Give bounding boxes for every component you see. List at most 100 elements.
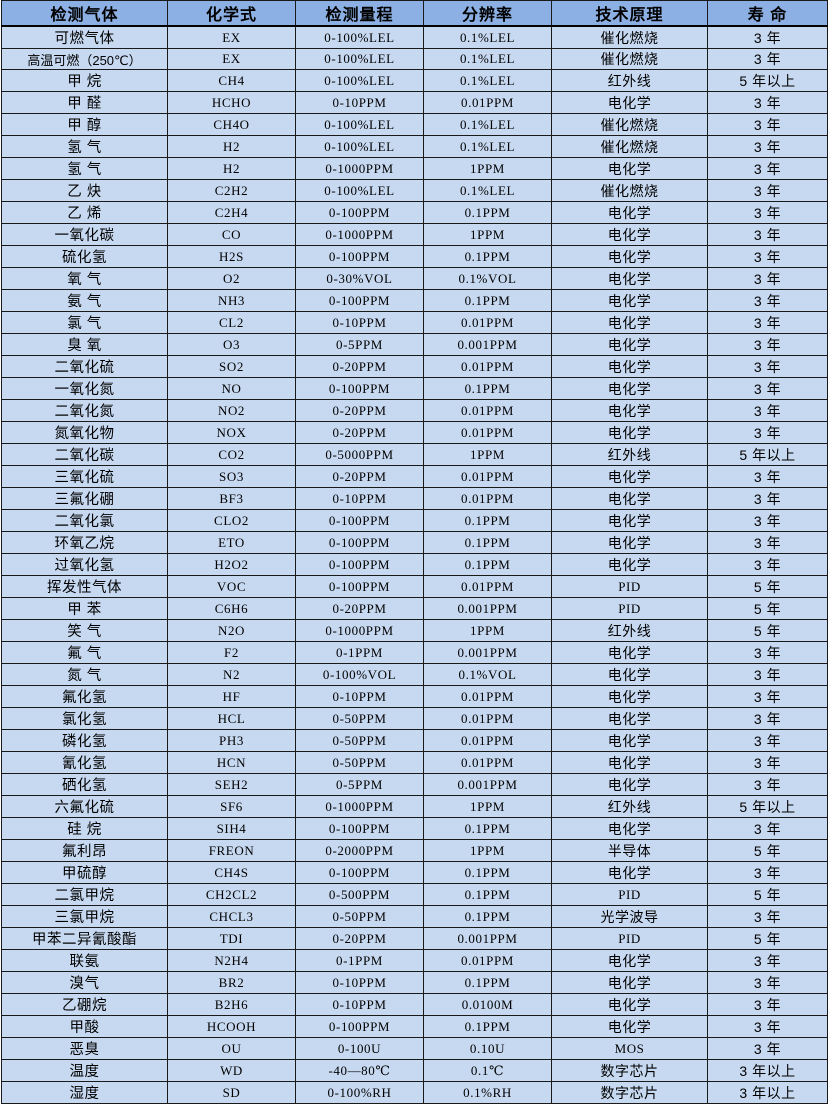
cell-gas: 二氧化碳 [1, 443, 168, 466]
cell-gas: 硒化氢 [1, 773, 168, 796]
cell-resolution: 0.1PPM [423, 531, 552, 554]
cell-life: 3 年 [707, 201, 828, 224]
cell-life: 3 年以上 [707, 1081, 828, 1104]
table-row: 可燃气体 EX 0-100%LEL 0.1%LEL 催化燃烧 3 年 [1, 25, 828, 49]
cell-principle: 电化学 [551, 685, 708, 708]
cell-range: 0-1000PPM [295, 795, 424, 818]
cell-gas: 一氧化氮 [1, 377, 168, 400]
cell-resolution: 0.01PPM [423, 685, 552, 708]
cell-life: 3 年 [707, 245, 828, 268]
cell-gas: 六氟化硫 [1, 795, 168, 818]
cell-formula: H2S [167, 245, 296, 268]
cell-formula: N2H4 [167, 949, 296, 972]
cell-range: 0-50PPM [295, 751, 424, 774]
cell-resolution: 0.001PPM [423, 333, 552, 356]
cell-principle: 电化学 [551, 487, 708, 510]
cell-principle: PID [551, 883, 708, 906]
cell-life: 5 年 [707, 575, 828, 598]
cell-principle: 红外线 [551, 443, 708, 466]
cell-formula: HCL [167, 707, 296, 730]
table-header: 检测气体 化学式 检测量程 分辨率 技术原理 寿 命 [1, 0, 828, 27]
cell-resolution: 0.1%LEL [423, 179, 552, 202]
table-row: 氰化氢 HCN 0-50PPM 0.01PPM 电化学 3 年 [1, 751, 828, 774]
cell-formula: CH4O [167, 113, 296, 136]
cell-life: 3 年 [707, 355, 828, 378]
cell-principle: 电化学 [551, 421, 708, 444]
cell-gas: 二氧化氯 [1, 509, 168, 532]
cell-range: 0-1000PPM [295, 619, 424, 642]
cell-range: 0-10PPM [295, 685, 424, 708]
table-row: 硫化氢 H2S 0-100PPM 0.1PPM 电化学 3 年 [1, 245, 828, 268]
cell-resolution: 1PPM [423, 839, 552, 862]
table-row: 笑 气 N2O 0-1000PPM 1PPM 红外线 5 年 [1, 619, 828, 642]
cell-life: 5 年 [707, 883, 828, 906]
table-row: 乙硼烷 B2H6 0-10PPM 0.0100M 电化学 3 年 [1, 993, 828, 1016]
cell-gas: 甲硫醇 [1, 861, 168, 884]
cell-formula: H2 [167, 135, 296, 158]
cell-principle: 电化学 [551, 333, 708, 356]
cell-resolution: 0.001PPM [423, 641, 552, 664]
cell-life: 3 年 [707, 509, 828, 532]
cell-principle: PID [551, 927, 708, 950]
cell-life: 3 年 [707, 289, 828, 312]
cell-life: 3 年 [707, 399, 828, 422]
table-row: 氟 气 F2 0-1PPM 0.001PPM 电化学 3 年 [1, 641, 828, 664]
cell-range: 0-100PPM [295, 1015, 424, 1038]
cell-principle: 电化学 [551, 641, 708, 664]
cell-formula: CO [167, 223, 296, 246]
cell-resolution: 0.1PPM [423, 201, 552, 224]
cell-formula: H2 [167, 157, 296, 180]
cell-range: 0-10PPM [295, 91, 424, 114]
cell-gas: 甲苯二异氰酸酯 [1, 927, 168, 950]
cell-life: 3 年以上 [707, 1059, 828, 1082]
cell-range: 0-20PPM [295, 597, 424, 620]
cell-gas: 臭 氧 [1, 333, 168, 356]
cell-life: 5 年 [707, 619, 828, 642]
cell-life: 3 年 [707, 1037, 828, 1060]
cell-formula: HF [167, 685, 296, 708]
cell-resolution: 0.1PPM [423, 245, 552, 268]
cell-formula: CH4S [167, 861, 296, 884]
cell-gas: 三氟化硼 [1, 487, 168, 510]
cell-principle: 红外线 [551, 69, 708, 92]
cell-range: 0-100PPM [295, 509, 424, 532]
cell-principle: 电化学 [551, 553, 708, 576]
cell-formula: SO2 [167, 355, 296, 378]
cell-resolution: 0.01PPM [423, 465, 552, 488]
cell-principle: 数字芯片 [551, 1081, 708, 1104]
cell-gas: 二氧化硫 [1, 355, 168, 378]
table-row: 一氧化碳 CO 0-1000PPM 1PPM 电化学 3 年 [1, 223, 828, 246]
cell-principle: 催化燃烧 [551, 25, 708, 49]
cell-gas: 氟化氢 [1, 685, 168, 708]
cell-range: 0-20PPM [295, 421, 424, 444]
cell-resolution: 0.1%LEL [423, 48, 552, 70]
cell-resolution: 0.1PPM [423, 905, 552, 928]
cell-resolution: 0.001PPM [423, 927, 552, 950]
cell-principle: 电化学 [551, 377, 708, 400]
cell-range: 0-100PPM [295, 817, 424, 840]
cell-life: 3 年 [707, 465, 828, 488]
cell-gas: 甲 醛 [1, 91, 168, 114]
cell-range: 0-100%LEL [295, 48, 424, 70]
cell-range: 0-1PPM [295, 641, 424, 664]
cell-formula: SIH4 [167, 817, 296, 840]
cell-range: 0-100%LEL [295, 25, 424, 49]
cell-range: 0-100%RH [295, 1081, 424, 1104]
cell-resolution: 0.01PPM [423, 421, 552, 444]
cell-formula: CHCL3 [167, 905, 296, 928]
table-header-row: 检测气体 化学式 检测量程 分辨率 技术原理 寿 命 [1, 0, 828, 27]
cell-gas: 三氯甲烷 [1, 905, 168, 928]
cell-principle: PID [551, 575, 708, 598]
cell-formula: EX [167, 48, 296, 70]
cell-formula: OU [167, 1037, 296, 1060]
cell-formula: CLO2 [167, 509, 296, 532]
cell-formula: CH4 [167, 69, 296, 92]
cell-principle: 催化燃烧 [551, 179, 708, 202]
cell-life: 3 年 [707, 905, 828, 928]
table-row: 联氨 N2H4 0-1PPM 0.01PPM 电化学 3 年 [1, 949, 828, 972]
cell-resolution: 0.1%LEL [423, 25, 552, 49]
cell-formula: CL2 [167, 311, 296, 334]
cell-range: 0-30%VOL [295, 267, 424, 290]
cell-range: 0-10PPM [295, 487, 424, 510]
